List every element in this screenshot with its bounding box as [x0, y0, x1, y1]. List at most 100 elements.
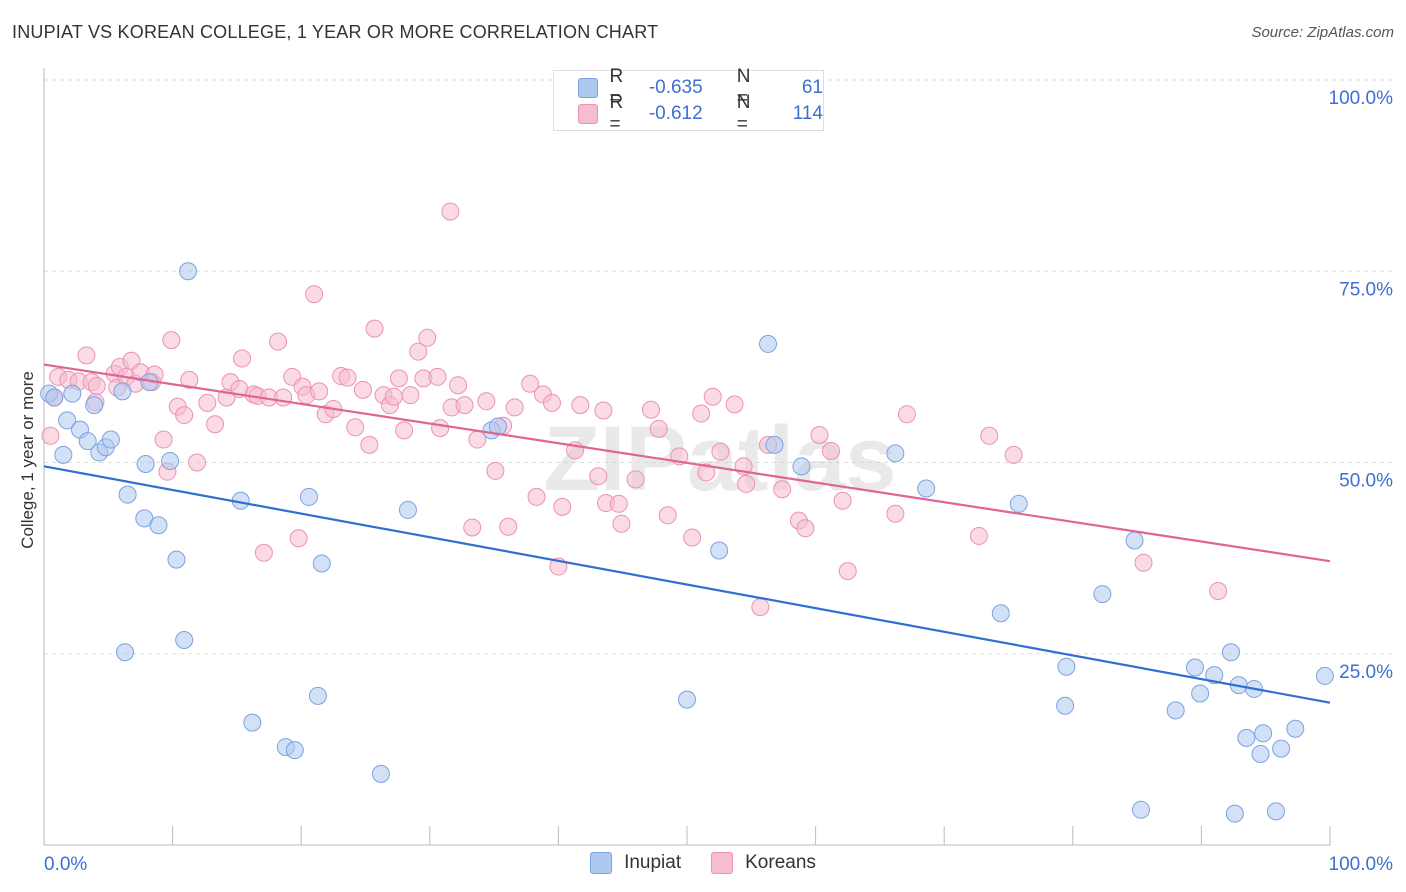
korean-point	[180, 370, 199, 389]
korean-point	[401, 386, 420, 405]
inupiat-point	[1185, 658, 1204, 677]
korean-point	[269, 332, 288, 351]
inupiat-point	[1221, 643, 1240, 662]
korean-point	[1209, 582, 1228, 601]
legend-item-inupiat[interactable]: Inupiat	[590, 852, 681, 874]
source-label: Source: ZipAtlas.com	[1251, 24, 1394, 41]
korean-point	[697, 463, 716, 482]
inupiat-point	[1251, 744, 1270, 763]
korean-point	[409, 342, 428, 361]
korean-point	[449, 376, 468, 395]
korean-point	[455, 396, 474, 415]
korean-point	[589, 467, 608, 486]
korean-point	[612, 514, 631, 533]
inupiat-point	[149, 516, 168, 535]
legend-label-koreans: Koreans	[745, 852, 816, 873]
korean-point	[198, 393, 217, 412]
koreans-swatch	[578, 104, 598, 124]
korean-point	[658, 506, 677, 525]
inupiat-point	[710, 541, 729, 560]
inupiat-point	[1286, 719, 1305, 738]
korean-point	[609, 494, 628, 513]
korean-point	[838, 562, 857, 581]
n-label: N =	[736, 66, 751, 109]
inupiat-trend-line	[43, 465, 1331, 704]
inupiat-point	[58, 411, 77, 430]
korean-point	[289, 529, 308, 548]
inupiat-point	[1125, 531, 1144, 550]
inupiat-point	[78, 432, 97, 451]
korean-point	[310, 382, 329, 401]
korean-point	[833, 491, 852, 510]
korean-point	[41, 426, 60, 445]
inupiat-point	[1254, 724, 1273, 743]
korean-point	[521, 374, 540, 393]
inupiat-point	[63, 384, 82, 403]
korean-point	[154, 430, 173, 449]
korean-point	[505, 398, 524, 417]
korean-point	[206, 415, 225, 434]
inupiat-point	[136, 455, 155, 474]
korean-point	[1004, 445, 1023, 464]
inupiat-point	[299, 487, 318, 506]
inupiat-point	[85, 396, 104, 415]
inupiat-point	[398, 500, 417, 519]
inupiat-point	[116, 643, 135, 662]
legend-item-koreans[interactable]: Koreans	[711, 852, 816, 874]
y-tick-label: 50.0%	[1339, 471, 1393, 492]
korean-point	[384, 387, 403, 406]
korean-point	[773, 480, 792, 499]
n-value: 114	[792, 103, 823, 124]
inupiat-point	[1093, 585, 1112, 604]
korean-point	[463, 518, 482, 537]
korean-point	[353, 380, 372, 399]
korean-point	[486, 461, 505, 480]
korean-point	[305, 285, 324, 304]
korean-point	[254, 543, 273, 562]
inupiat-point	[1237, 728, 1256, 747]
inupiat-point	[1009, 494, 1028, 513]
r-label: R =	[609, 92, 624, 135]
korean-point	[553, 497, 572, 516]
korean-point	[897, 405, 916, 424]
korean-point	[431, 419, 450, 438]
korean-point	[162, 331, 181, 350]
inupiat-point	[175, 630, 194, 649]
korean-point	[77, 346, 96, 365]
axes	[43, 68, 1331, 846]
chart-title: INUPIAT VS KOREAN COLLEGE, 1 YEAR OR MOR…	[12, 22, 659, 42]
r-label: R =	[609, 66, 624, 109]
korean-trend-line	[43, 363, 1331, 563]
legend-row-koreans: R = -0.612 N = 114	[578, 92, 823, 135]
inupiat-point	[678, 690, 696, 709]
legend-label-inupiat: Inupiat	[624, 852, 682, 873]
series-legend: Inupiat Koreans	[0, 852, 1406, 874]
korean-point	[626, 470, 645, 489]
inupiat-point	[113, 382, 132, 401]
korean-point	[365, 319, 384, 338]
korean-point	[683, 528, 702, 547]
y-tick-label: 75.0%	[1339, 279, 1393, 300]
inupiat-point	[179, 262, 198, 281]
korean-point	[395, 421, 414, 440]
inupiat-point	[759, 334, 778, 353]
korean-point	[649, 419, 668, 438]
korean-point	[418, 328, 437, 347]
korean-point	[796, 519, 815, 538]
inupiat-point	[45, 388, 64, 407]
korean-point	[87, 377, 106, 395]
inupiat-point	[308, 686, 327, 705]
korean-point	[441, 202, 460, 221]
korean-point	[274, 388, 293, 407]
y-tick-label: 100.0%	[1329, 88, 1394, 109]
korean-point	[810, 425, 829, 444]
r-value: -0.635	[648, 77, 703, 98]
inupiat-point	[991, 604, 1010, 623]
korean-point	[969, 526, 988, 545]
inupiat-point	[118, 485, 137, 504]
koreans-swatch	[711, 852, 734, 874]
y-tick-label: 25.0%	[1339, 662, 1393, 683]
inupiat-point	[1166, 701, 1185, 720]
inupiat-point	[1272, 739, 1291, 758]
